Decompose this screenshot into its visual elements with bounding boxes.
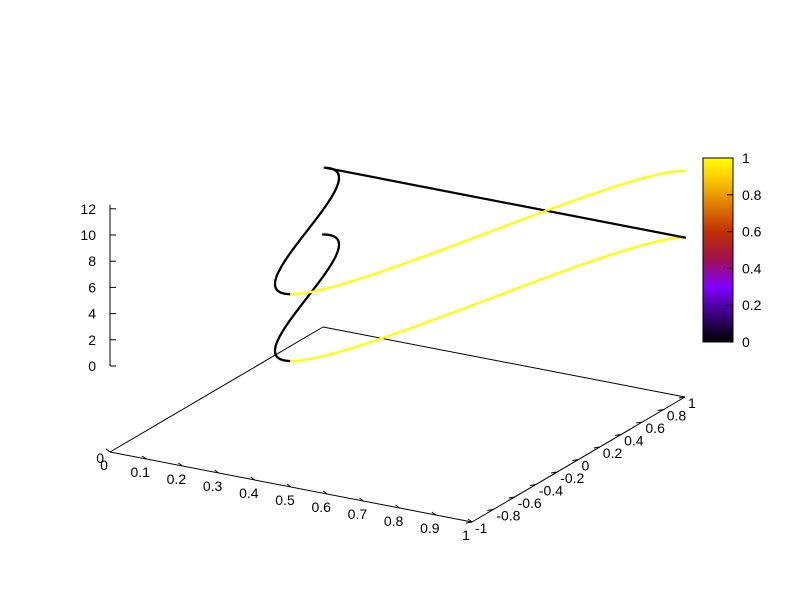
colorbar-tick-label: 0 <box>742 334 750 350</box>
x-tick-mark <box>250 476 256 481</box>
z-tick-label: 6 <box>88 279 96 295</box>
y-tick-mark <box>572 459 579 461</box>
y-tick-label: -0.4 <box>539 483 563 499</box>
y-tick-label: 0.4 <box>624 433 644 449</box>
y-tick-mark <box>551 471 558 474</box>
y-tick-mark <box>487 509 494 511</box>
y-tick-label: 0.6 <box>645 420 665 436</box>
x-tick-mark <box>395 504 400 509</box>
x-tick-label: 0.5 <box>275 492 295 508</box>
back-right-axis-line <box>322 326 686 398</box>
y-tick-label: -0.6 <box>518 495 542 511</box>
x-tick-mark <box>322 490 328 495</box>
x-tick-label: 0 <box>100 457 108 473</box>
z-tick-label: 0 <box>88 358 96 374</box>
colorbar: 0 0.2 0.4 0.6 0.8 1 <box>702 150 762 350</box>
y-tick-label: 1 <box>688 395 696 411</box>
x-tick-label: 0.4 <box>239 485 259 501</box>
y-tick-mark <box>465 521 473 524</box>
x-tick-label: 1 <box>462 527 470 543</box>
y-tick-label: 0 <box>582 458 590 474</box>
z-tick-label: 8 <box>88 253 96 269</box>
y-tick-mark <box>615 434 622 436</box>
x-tick-label: 0.1 <box>130 464 150 480</box>
z-axis-ticks: 0 2 4 6 8 10 12 0 <box>80 201 116 466</box>
x-tick-mark <box>141 455 147 460</box>
colorbar-gradient <box>702 157 734 343</box>
y-axis-ticks: -1 -0.8-0.6-0.4-0.20 0.20.40.60.81 <box>465 395 696 536</box>
x-tick-mark <box>431 511 437 516</box>
y-tick-mark <box>529 484 536 486</box>
series-curve <box>273 166 687 363</box>
x-tick-label: 0.2 <box>167 471 187 487</box>
x-tick-mark <box>359 497 364 502</box>
axes <box>109 204 686 523</box>
colorbar-tick-label: 0.4 <box>742 260 762 276</box>
y-tick-label: -1 <box>475 520 488 536</box>
back-left-axis-line <box>109 326 324 453</box>
colorbar-tick-label: 0.8 <box>742 187 762 203</box>
x-axis-ticks: 0 0.1 0.2 0.3 0.4 0.5 0.6 0.7 0.8 0.9 1 <box>100 448 473 543</box>
y-tick-mark <box>508 496 515 499</box>
x-tick-mark <box>105 448 111 453</box>
colorbar-tick-label: 0.2 <box>742 297 762 313</box>
y-tick-mark <box>636 421 643 424</box>
y-tick-label: 0.8 <box>667 408 687 424</box>
colorbar-tick-label: 1 <box>742 150 750 166</box>
colorbar-tick-label: 0.6 <box>742 224 762 240</box>
y-tick-mark <box>593 446 600 449</box>
z-tick-label: 2 <box>88 332 96 348</box>
x-tick-mark <box>467 518 473 523</box>
x-tick-mark <box>214 469 219 474</box>
x-tick-label: 0.3 <box>203 478 223 494</box>
z-tick-label: 4 <box>88 306 96 322</box>
y-tick-mark <box>678 396 686 399</box>
x-tick-mark <box>286 483 292 488</box>
x-tick-label: 0.6 <box>311 499 331 515</box>
origin-tick-label: 0 <box>96 450 104 466</box>
x-tick-label: 0.7 <box>348 506 368 522</box>
x-tick-label: 0.9 <box>420 520 440 536</box>
z-tick-label: 10 <box>80 227 96 243</box>
z-tick-label: 12 <box>80 201 96 217</box>
y-tick-label: -0.2 <box>560 470 584 486</box>
curve-segment <box>323 166 687 239</box>
y-tick-label: -0.8 <box>496 508 520 524</box>
y-tick-label: 0.2 <box>603 445 623 461</box>
y-tick-mark <box>657 409 664 411</box>
x-tick-mark <box>178 462 183 467</box>
x-tick-label: 0.8 <box>384 513 404 529</box>
